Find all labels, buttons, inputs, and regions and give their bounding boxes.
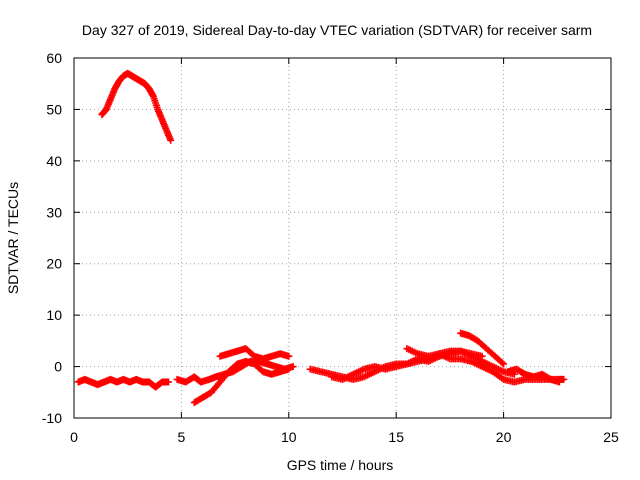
- data-point: [165, 378, 173, 386]
- data-point: [285, 352, 293, 360]
- data-point: [555, 378, 563, 386]
- y-tick-label: 30: [46, 204, 62, 220]
- x-tick-label: 15: [388, 429, 404, 445]
- y-axis-label: SDTVAR / TECUs: [5, 182, 21, 294]
- grid-lines: [74, 58, 611, 418]
- data-point: [560, 375, 568, 383]
- data-point: [500, 360, 508, 368]
- y-tick-label: 20: [46, 256, 62, 272]
- y-tick-label: 50: [46, 101, 62, 117]
- x-axis-label: GPS time / hours: [287, 457, 394, 473]
- data-point: [285, 365, 293, 373]
- y-axis-ticks: -10 0 10 20 30 40 50 60: [42, 50, 611, 426]
- y-tick-label: 0: [54, 359, 62, 375]
- x-tick-label: 10: [281, 429, 297, 445]
- x-tick-label: 5: [178, 429, 186, 445]
- series-low-band-1: [74, 375, 173, 391]
- series-low-band-8: [457, 329, 508, 368]
- data-point: [498, 359, 506, 367]
- x-tick-label: 20: [496, 429, 512, 445]
- y-tick-label: 60: [46, 50, 62, 66]
- data-point: [167, 136, 175, 144]
- y-tick-label: 10: [46, 307, 62, 323]
- series-high-arc: [98, 69, 175, 144]
- series-low-band-10: [504, 365, 563, 386]
- series-low-band-4: [216, 345, 293, 363]
- y-tick-label: -10: [42, 410, 62, 426]
- series-low-band-3: [190, 357, 293, 407]
- chart-title: Day 327 of 2019, Sidereal Day-to-day VTE…: [82, 22, 592, 38]
- plot-frame: [73, 57, 612, 419]
- x-tick-label: 25: [603, 429, 619, 445]
- y-tick-label: 40: [46, 153, 62, 169]
- x-axis-ticks: 0 5 10 15 20 25: [70, 58, 619, 445]
- data-points: [74, 69, 568, 407]
- x-tick-label: 0: [70, 429, 78, 445]
- data-point: [289, 363, 297, 371]
